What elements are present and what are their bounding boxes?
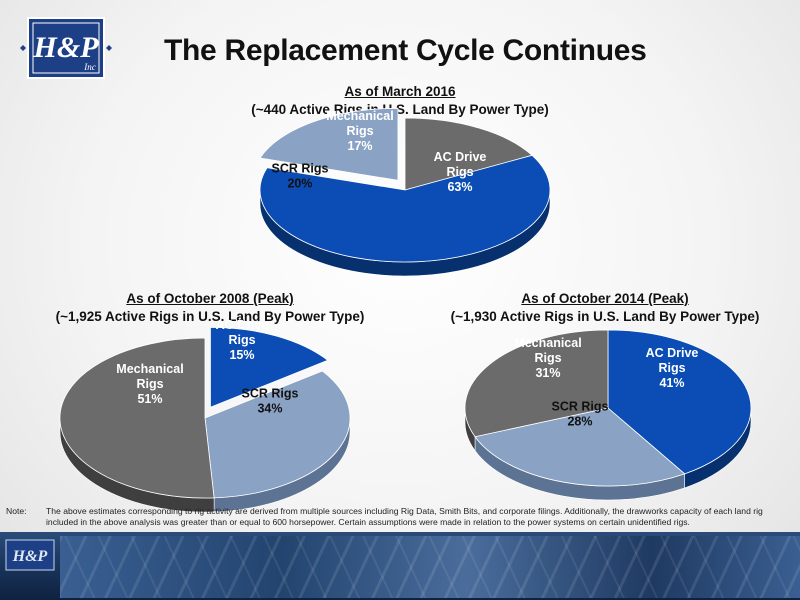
pie-slice-ac: [259, 154, 551, 263]
pie-label-line: 63%: [447, 180, 472, 194]
pie-slice-ac: [210, 326, 329, 408]
logo-text: H&P: [33, 31, 100, 64]
pie-slice-label: AC Drive Rigs 63%: [434, 150, 487, 194]
footnote: Note: The above estimates corresponding …: [6, 506, 796, 528]
star-icon: [20, 45, 26, 51]
chart-subtitle: (~1,925 Active Rigs in U.S. Land By Powe…: [55, 309, 365, 324]
chart-caption-2008: As of October 2008 (Peak) (~1,925 Active…: [40, 290, 380, 326]
pie-slice-mechanical: [404, 117, 533, 191]
star-icon: [106, 45, 112, 51]
company-logo: H&P Inc: [20, 17, 112, 79]
pie-label-line: SCR Rigs: [242, 387, 299, 401]
pie-slice-label: Mechanical Rigs 17%: [326, 109, 393, 153]
pie-label-line: 34%: [257, 402, 282, 416]
footnote-text: The above estimates corresponding to rig…: [46, 506, 763, 527]
chart-caption-2016: As of March 2016 (~440 Active Rigs in U.…: [250, 83, 550, 119]
pie-label-line: Rigs: [136, 377, 163, 391]
footer-banner: H&P: [0, 532, 800, 600]
page-title: The Replacement Cycle Continues: [164, 34, 647, 67]
footer-photo-strip: [60, 536, 800, 598]
footer-logo: H&P: [5, 539, 55, 571]
pie-slice-ac: [607, 329, 752, 475]
footer-logo-text: H&P: [12, 548, 48, 565]
pie-slice-label: SCR Rigs 20%: [272, 162, 329, 191]
pie-slice-label: SCR Rigs 28%: [552, 400, 609, 429]
pie-chart-2014: AC Drive Rigs 41%SCR Rigs 28%Mechanical Rigs…: [464, 329, 752, 501]
footnote-label: Note:: [6, 506, 27, 516]
pie-slice-scr: [204, 370, 351, 499]
pie-label-line: AC Drive: [646, 346, 699, 360]
chart-subtitle: (~440 Active Rigs in U.S. Land By Power …: [251, 102, 549, 117]
pie-label-line: Rigs: [446, 165, 473, 179]
pie-label-line: 51%: [137, 392, 162, 406]
pie-label-line: 41%: [659, 376, 684, 390]
pie-slice-label: AC Drive Rigs 15%: [216, 318, 269, 362]
pie-slice-mechanical: [464, 329, 609, 438]
pie-label-line: 28%: [567, 415, 592, 429]
pie-slice-mechanical: [59, 337, 215, 499]
pie-label-line: Rigs: [228, 333, 255, 347]
chart-title: As of October 2008 (Peak): [126, 291, 294, 306]
pie-slice-label: SCR Rigs 34%: [242, 387, 299, 416]
chart-caption-2014: As of October 2014 (Peak) (~1,930 Active…: [430, 290, 780, 326]
pie-slice-label: Mechanical Rigs 51%: [116, 362, 183, 406]
pie-label-line: SCR Rigs: [272, 162, 329, 176]
pie-slice-label: AC Drive Rigs 41%: [646, 346, 699, 390]
pie-slice-scr: [259, 107, 399, 181]
pie-label-line: AC Drive: [434, 150, 487, 164]
pie-label-line: 17%: [347, 139, 372, 153]
pie-label-line: 15%: [229, 348, 254, 362]
pie-label-line: SCR Rigs: [552, 400, 609, 414]
pie-chart-2016: Mechanical Rigs 17%AC Drive Rigs 63%SCR Rigs…: [259, 107, 551, 277]
pie-label-line: Rigs: [658, 361, 685, 375]
chart-subtitle: (~1,930 Active Rigs in U.S. Land By Powe…: [450, 309, 760, 324]
pie-label-line: Mechanical: [116, 362, 183, 376]
pie-label-line: AC Drive: [216, 318, 269, 332]
logo-sub: Inc: [83, 62, 96, 72]
pie-label-line: Rigs: [346, 124, 373, 138]
chart-title: As of October 2014 (Peak): [521, 291, 689, 306]
pie-label-line: Mechanical: [514, 336, 581, 350]
pie-slice-scr: [474, 407, 686, 487]
pie-chart-2008: AC Drive Rigs 15%SCR Rigs 34%Mechanical Rigs…: [59, 318, 351, 513]
chart-title: As of March 2016: [344, 84, 456, 99]
pie-slice-label: Mechanical Rigs 31%: [514, 336, 581, 380]
pie-label-line: 31%: [535, 366, 560, 380]
pie-label-line: 20%: [287, 177, 312, 191]
pie-label-line: Mechanical: [326, 109, 393, 123]
pie-label-line: Rigs: [534, 351, 561, 365]
